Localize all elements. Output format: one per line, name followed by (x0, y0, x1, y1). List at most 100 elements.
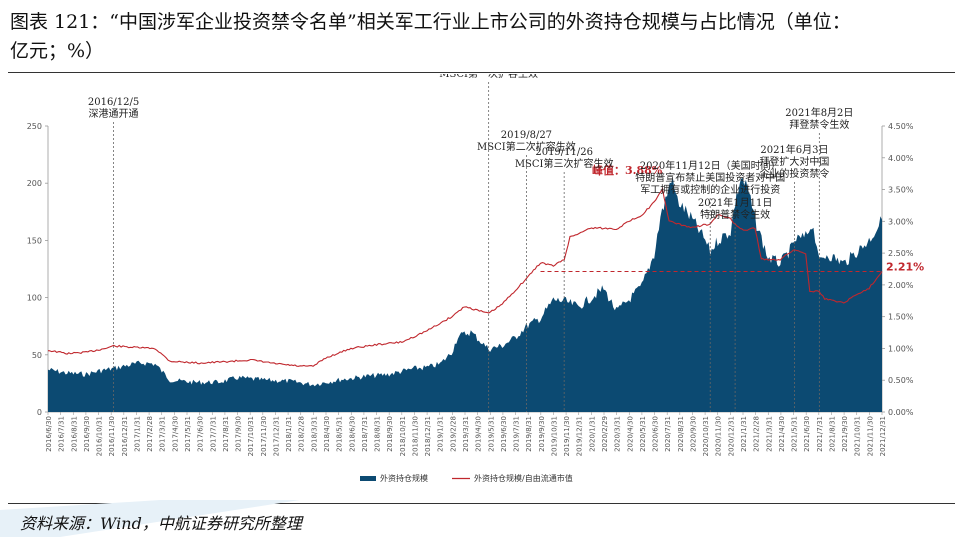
event-annotation-text: MSCI第二次扩容生效 (477, 140, 576, 153)
y-left-tick-label: 50 (32, 351, 42, 360)
peak-label: 峰值：3.88% (592, 163, 663, 177)
y-right-tick-label: 0.50% (888, 376, 914, 385)
x-tick-label: 2021/6/30 (803, 416, 811, 452)
source-note: 资料来源：Wind，中航证券研究所整理 (20, 514, 302, 533)
x-tick-label: 2017/9/30 (235, 416, 243, 452)
x-tick-label: 2019/10/31 (550, 416, 558, 456)
x-tick-label: 2018/4/30 (323, 416, 331, 452)
x-tick-label: 2020/11/30 (715, 416, 723, 456)
event-annotation-text: 拜登禁令生效 (789, 118, 849, 131)
legend-swatch-area (360, 476, 376, 481)
x-tick-label: 2017/12/31 (272, 416, 280, 456)
x-tick-label: 2016/6/30 (45, 416, 53, 452)
event-annotation-text: 2019/8/27 (501, 130, 552, 141)
series-area-holdings (48, 177, 882, 412)
x-tick-label: 2021/10/31 (854, 416, 862, 456)
x-tick-label: 2016/10/31 (96, 416, 104, 456)
x-tick-label: 2018/6/30 (348, 416, 356, 452)
x-tick-label: 2019/6/30 (500, 416, 508, 452)
x-tick-label: 2020/9/30 (689, 416, 697, 452)
event-annotation-text: 2021年1月11日 (698, 196, 773, 209)
x-tick-label: 2017/5/31 (184, 416, 192, 452)
series-line-ratio (47, 187, 883, 367)
event-annotation-text: 军工拥有或控制的企业进行投资 (640, 183, 780, 196)
x-tick-label: 2021/1/31 (740, 416, 748, 452)
x-tick-label: 2019/2/28 (449, 416, 457, 452)
x-tick-label: 2021/8/31 (828, 416, 836, 452)
event-annotation-text: MSCI第一次扩容生效 (439, 74, 538, 80)
x-tick-label: 2021/5/31 (791, 416, 799, 452)
x-tick-label: 2019/8/31 (525, 416, 533, 452)
x-tick-label: 2021/2/28 (753, 416, 761, 452)
y-right-tick-label: 4.50% (888, 122, 914, 131)
event-annotation-text: 2020年11月12日（美国时间） (640, 159, 781, 172)
y-right-tick-label: 1.50% (888, 313, 914, 322)
x-tick-label: 2017/11/30 (260, 416, 268, 456)
x-tick-label: 2020/1/31 (588, 416, 596, 452)
x-tick-label: 2019/12/31 (576, 416, 584, 456)
x-tick-label: 2018/3/31 (310, 416, 318, 452)
x-tick-label: 2019/1/31 (437, 416, 445, 452)
x-tick-label: 2016/11/30 (108, 416, 116, 456)
x-tick-label: 2018/2/28 (298, 416, 306, 452)
y-left-tick-label: 150 (27, 236, 42, 245)
x-tick-label: 2020/2/29 (601, 416, 609, 452)
x-tick-label: 2018/10/31 (399, 416, 407, 456)
y-right-tick-label: 4.00% (888, 154, 914, 163)
x-tick-label: 2019/7/31 (513, 416, 521, 452)
x-tick-label: 2018/9/30 (386, 416, 394, 452)
x-tick-label: 2020/7/31 (664, 416, 672, 452)
x-tick-label: 2020/3/31 (614, 416, 622, 452)
figure-title: 图表 121：“中国涉军企业投资禁令名单”相关军工行业上市公司的外资持仓规模与占… (10, 8, 955, 66)
x-tick-label: 2016/9/30 (83, 416, 91, 452)
x-tick-label: 2021/9/30 (841, 416, 849, 452)
event-annotation-text: 2021年8月2日 (785, 106, 853, 119)
x-tick-label: 2016/7/31 (58, 416, 66, 452)
y-right-tick-label: 3.00% (888, 217, 914, 226)
x-tick-label: 2016/12/31 (121, 416, 129, 456)
x-tick-label: 2020/4/30 (626, 416, 634, 452)
x-tick-label: 2018/8/31 (374, 416, 382, 452)
x-tick-label: 2020/5/31 (639, 416, 647, 452)
x-tick-label: 2019/9/30 (538, 416, 546, 452)
source-divider (8, 503, 955, 504)
y-left-tick-label: 0 (37, 408, 42, 417)
y-right-tick-label: 1.00% (888, 344, 914, 353)
x-tick-label: 2019/3/31 (462, 416, 470, 452)
reference-line-label: 2.21% (886, 261, 924, 274)
y-right-tick-label: 3.50% (888, 186, 914, 195)
x-tick-label: 2018/1/31 (285, 416, 293, 452)
watermark-decoration (0, 500, 300, 537)
x-tick-label: 2018/11/30 (411, 416, 419, 456)
x-tick-label: 2018/7/31 (361, 416, 369, 452)
x-tick-label: 2017/10/31 (247, 416, 255, 456)
y-right-tick-label: 0.00% (888, 408, 914, 417)
figure-title-line2: 亿元；%） (10, 40, 105, 62)
x-tick-label: 2020/10/31 (702, 416, 710, 456)
x-tick-label: 2021/12/31 (879, 416, 887, 456)
x-tick-label: 2020/6/30 (652, 416, 660, 452)
event-annotation-text: 2021年6月3日 (760, 143, 828, 156)
title-divider (8, 72, 955, 73)
x-tick-label: 2017/2/28 (146, 416, 154, 452)
y-left-tick-label: 100 (27, 294, 42, 303)
x-tick-label: 2021/11/30 (866, 416, 874, 456)
event-annotation-text: 特朗普禁令生效 (700, 208, 770, 221)
figure-title-line1: 图表 121：“中国涉军企业投资禁令名单”相关军工行业上市公司的外资持仓规模与占… (10, 11, 851, 33)
x-tick-label: 2021/7/31 (816, 416, 824, 452)
event-annotation-text: 拜登扩大对中国 (759, 155, 829, 168)
event-annotation-text: 企业的投资禁令 (759, 167, 829, 180)
x-tick-label: 2016/8/31 (70, 416, 78, 452)
x-tick-label: 2021/3/31 (765, 416, 773, 452)
y-right-tick-label: 2.50% (888, 249, 914, 258)
event-annotation-text: 特朗普宣布禁止美国投资者对中国 (635, 171, 785, 184)
y-left-tick-label: 200 (27, 179, 42, 188)
x-tick-label: 2017/1/31 (133, 416, 141, 452)
x-tick-label: 2020/8/31 (677, 416, 685, 452)
x-tick-label: 2019/4/30 (475, 416, 483, 452)
x-tick-label: 2021/4/30 (778, 416, 786, 452)
event-annotation-text: 2016/12/5 (88, 97, 139, 108)
x-tick-label: 2018/5/31 (336, 416, 344, 452)
legend-label-area: 外资持仓规模 (380, 473, 428, 483)
event-annotation-text: 2019/11/26 (535, 147, 593, 158)
